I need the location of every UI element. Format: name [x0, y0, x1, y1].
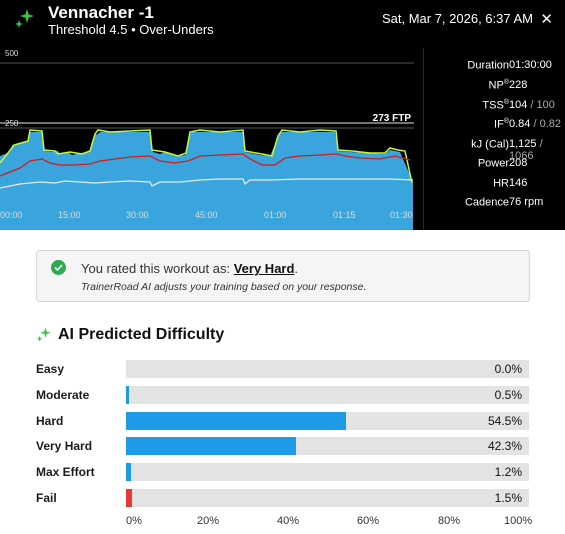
- difficulty-label: Fail: [36, 491, 57, 505]
- difficulty-bar: [126, 437, 297, 455]
- difficulty-label: Easy: [36, 362, 65, 376]
- stat-power: Power 208: [424, 154, 565, 174]
- axis-tick-40: 40%: [277, 515, 300, 527]
- axis-tick-60: 60%: [357, 515, 380, 527]
- difficulty-bar: [126, 386, 129, 404]
- rating-statement: You rated this workout as: Very Hard.: [81, 261, 299, 276]
- stat-label: Cadence: [464, 196, 509, 209]
- workout-subtitle: Threshold 4.5 • Over-Unders: [48, 22, 214, 37]
- difficulty-row-moderate: Moderate 0.5%: [36, 386, 530, 406]
- axis-tick-80: 80%: [438, 515, 461, 527]
- stat-label: HR: [493, 177, 509, 190]
- stat-label: Power: [477, 157, 509, 170]
- rating-value[interactable]: Very Hard: [233, 261, 295, 276]
- workout-stats: Duration 01:30:00 NP® 228 TSS® 104 / 100…: [423, 48, 565, 230]
- time-label-2: 30:00: [126, 210, 149, 220]
- time-label-0: 00:00: [0, 210, 23, 220]
- difficulty-percent: 54.5%: [487, 414, 522, 428]
- difficulty-bar: [126, 489, 133, 507]
- stat-value: 146: [509, 177, 528, 189]
- difficulty-track: 0.0%: [126, 360, 529, 378]
- difficulty-label: Hard: [36, 414, 64, 428]
- stat-label: TSS®: [482, 99, 509, 112]
- difficulty-label: Moderate: [36, 388, 90, 402]
- difficulty-bar: [126, 463, 131, 481]
- rating-note: TrainerRoad AI adjusts your training bas…: [81, 281, 367, 293]
- difficulty-label: Very Hard: [36, 439, 93, 453]
- difficulty-track: 54.5%: [126, 412, 529, 430]
- stat-value: 01:30:00: [509, 59, 552, 71]
- difficulty-track: 42.3%: [126, 437, 529, 455]
- axis-tick-20: 20%: [197, 515, 220, 527]
- stat-value: 0.84 / 0.82: [509, 118, 561, 130]
- stat-kj: kJ (Cal) 1,125 / 1066: [424, 135, 565, 162]
- stat-label: IF®: [494, 118, 509, 131]
- stat-if: IF® 0.84 / 0.82: [424, 115, 565, 135]
- ftp-label: 273 FTP: [373, 113, 412, 124]
- stat-hr: HR 146: [424, 174, 565, 194]
- workout-date: Sat, Mar 7, 2026, 6:37 AM: [381, 11, 533, 26]
- difficulty-percent: 1.2%: [494, 465, 522, 479]
- difficulty-percent: 1.5%: [494, 491, 522, 505]
- stat-label: kJ (Cal): [471, 138, 509, 151]
- heart-rate-line: [0, 153, 411, 177]
- difficulty-title: AI Predicted Difficulty: [58, 326, 225, 343]
- difficulty-track: 1.2%: [126, 463, 529, 481]
- time-label-6: 01:30: [390, 210, 413, 220]
- sparkle-icon: [36, 327, 51, 342]
- check-circle-icon: [51, 260, 66, 275]
- axis-tick-100: 100%: [504, 515, 533, 527]
- sparkle-icon: [15, 9, 34, 28]
- cadence-line: [0, 178, 414, 189]
- time-label-5: 01:15: [333, 210, 356, 220]
- difficulty-label: Max Effort: [36, 465, 95, 479]
- stat-tss: TSS® 104 / 100: [424, 96, 565, 116]
- difficulty-percent: 0.5%: [494, 388, 522, 402]
- difficulty-percent: 42.3%: [487, 439, 522, 453]
- stat-value: 76 rpm: [509, 196, 544, 208]
- difficulty-row-very-hard: Very Hard 42.3%: [36, 437, 530, 457]
- planned-interval-area: [0, 132, 413, 230]
- workout-header: Vennacher -1 Threshold 4.5 • Over-Unders…: [0, 0, 565, 230]
- time-label-4: 01:00: [264, 210, 287, 220]
- stat-duration: Duration 01:30:00: [424, 56, 565, 76]
- close-icon[interactable]: ✕: [540, 11, 553, 28]
- stat-value: 104 / 100: [509, 99, 555, 111]
- power-line: [0, 129, 413, 184]
- stat-value: 208: [509, 157, 528, 169]
- workout-title: Vennacher -1: [48, 3, 154, 22]
- difficulty-track: 0.5%: [126, 386, 529, 404]
- stat-label: Duration: [467, 59, 509, 72]
- stat-label: NP®: [488, 79, 509, 92]
- difficulty-row-fail: Fail 1.5%: [36, 489, 530, 509]
- difficulty-row-max-effort: Max Effort 1.2%: [36, 463, 530, 483]
- difficulty-track: 1.5%: [126, 489, 529, 507]
- workout-chart[interactable]: 500 250 273 FTP 00:00 15:00 30:00 45:00 …: [0, 48, 416, 230]
- stat-cadence: Cadence 76 rpm: [424, 193, 565, 213]
- time-label-3: 45:00: [195, 210, 218, 220]
- axis-tick-0: 0%: [126, 515, 142, 527]
- difficulty-row-hard: Hard 54.5%: [36, 412, 530, 432]
- stat-value: 228: [509, 79, 528, 91]
- stat-value: 1,125 / 1066: [509, 138, 543, 162]
- y-axis-label-500: 500: [5, 49, 19, 58]
- time-label-1: 15:00: [58, 210, 81, 220]
- difficulty-row-easy: Easy 0.0%: [36, 360, 530, 380]
- rating-box: You rated this workout as: Very Hard. Tr…: [36, 250, 530, 302]
- difficulty-percent: 0.0%: [494, 362, 522, 376]
- stat-np: NP® 228: [424, 76, 565, 96]
- difficulty-bar: [126, 412, 346, 430]
